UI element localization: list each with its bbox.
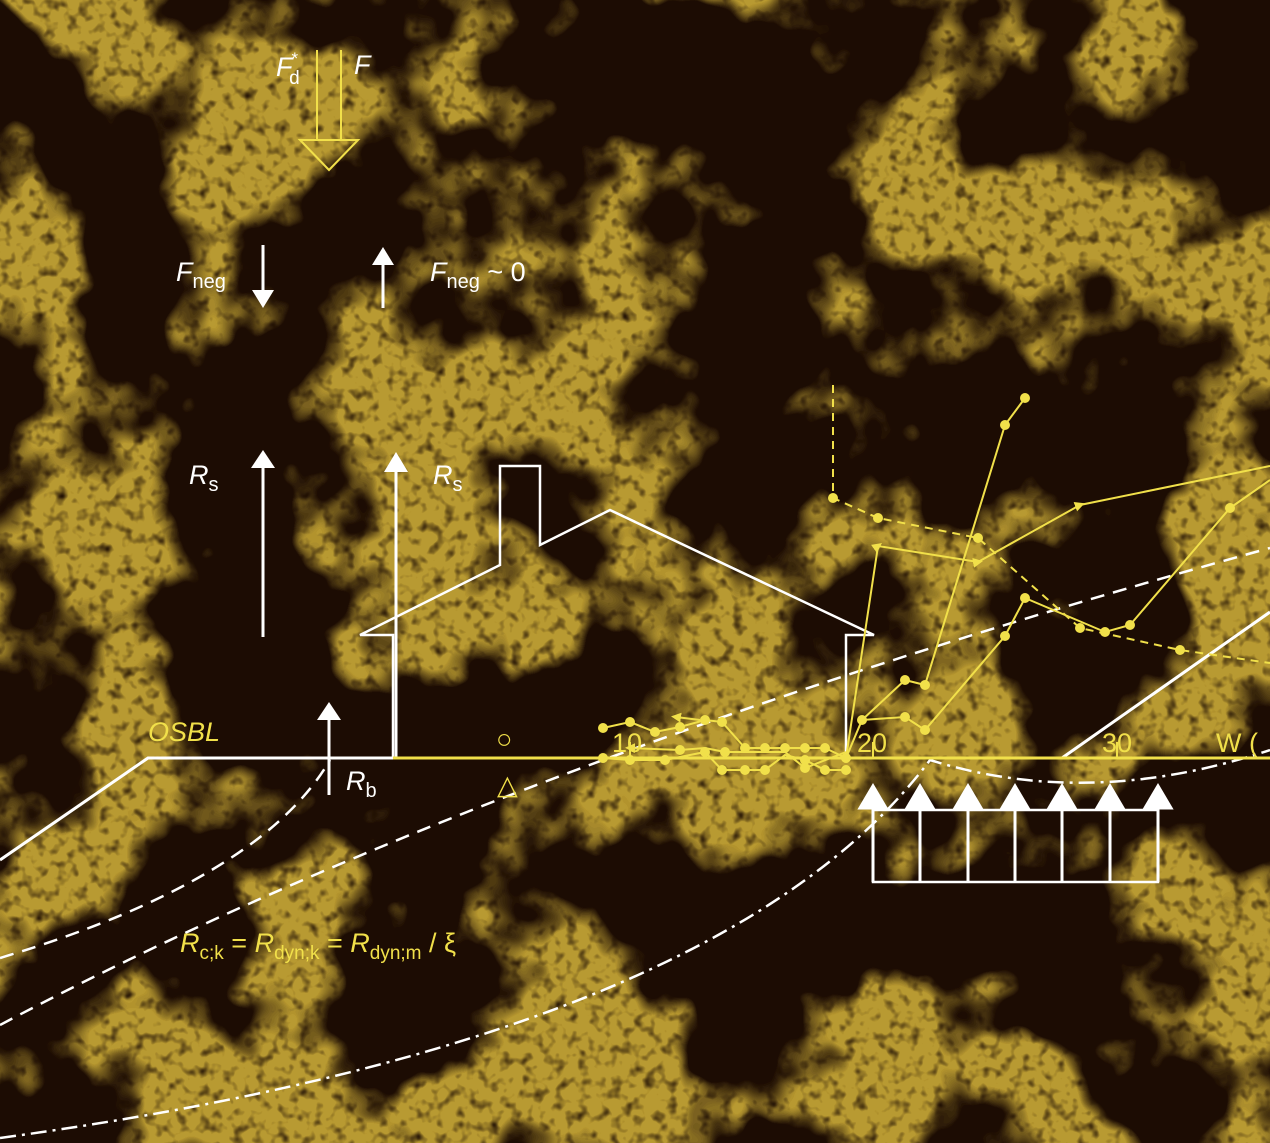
dashed-curve-upper: [0, 759, 332, 960]
axis-tick-label-20: 20: [857, 728, 887, 758]
axis-label-w: W (: [1216, 728, 1258, 758]
label-f: F: [354, 50, 372, 80]
trace-steep: [845, 397, 1026, 759]
label-osbl: OSBL: [148, 717, 220, 747]
design-load-arrow: [297, 50, 361, 172]
triangle-symbol: △: [497, 770, 518, 800]
house-outline: [359, 464, 875, 758]
label-fneg-right: Fneg ~ 0: [430, 257, 526, 293]
circle-symbol: ○: [496, 724, 512, 754]
axis-tick-label-10: 10: [612, 728, 642, 758]
shaft-resistance-arrow-left: [251, 450, 275, 637]
negative-friction-arrow-down: [252, 245, 274, 308]
axis-tick-label-30: 30: [1102, 728, 1132, 758]
resistance-formula: Rc;k = Rdyn;k = Rdyn;m / ξ: [180, 928, 456, 964]
label-fneg-left: Fneg: [176, 257, 226, 293]
yellow-traces: [602, 385, 1270, 771]
label-rb: Rb: [346, 766, 377, 802]
label-rs-left: Rs: [189, 460, 219, 496]
label-fd: F* d: [276, 49, 300, 89]
dashdot-curve: [0, 748, 1270, 1140]
trace-loop-1: [845, 465, 1270, 759]
label-rs-right: Rs: [433, 460, 463, 496]
trace-dashed-upper: [832, 385, 1270, 664]
negative-friction-arrow-up: [372, 247, 394, 308]
trace-points: [598, 393, 1235, 775]
base-resistance-arrow: [317, 702, 341, 795]
distributed-support-arrows: [857, 783, 1174, 884]
shaft-resistance-arrow-right: [384, 452, 408, 758]
trace-rising: [861, 479, 1270, 732]
dashed-curve-middle: [0, 546, 1270, 1027]
